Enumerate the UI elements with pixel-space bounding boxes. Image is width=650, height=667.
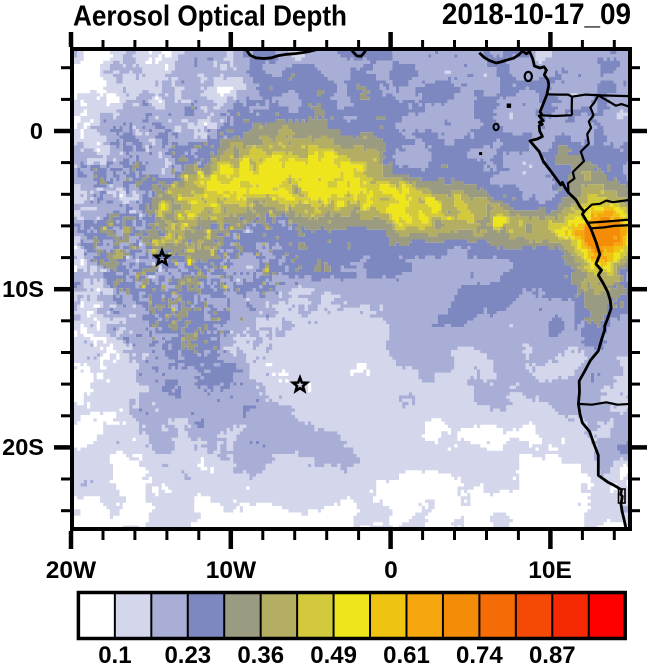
svg-text:0.61: 0.61	[383, 642, 430, 667]
svg-text:10W: 10W	[206, 557, 257, 584]
svg-text:2018-10-17_09: 2018-10-17_09	[442, 0, 631, 31]
svg-text:0.87: 0.87	[529, 642, 576, 667]
svg-text:10E: 10E	[528, 557, 572, 584]
svg-text:0.1: 0.1	[98, 642, 131, 667]
svg-text:0.49: 0.49	[310, 642, 357, 667]
svg-text:10S: 10S	[2, 276, 44, 302]
svg-text:0.74: 0.74	[456, 642, 503, 667]
svg-text:0.36: 0.36	[237, 642, 284, 667]
svg-text:20S: 20S	[2, 434, 44, 460]
svg-text:20W: 20W	[46, 557, 97, 584]
svg-text:0.23: 0.23	[164, 642, 211, 667]
svg-text:Aerosol Optical Depth: Aerosol Optical Depth	[73, 0, 347, 32]
svg-text:0: 0	[384, 557, 398, 584]
svg-text:0: 0	[30, 118, 43, 144]
